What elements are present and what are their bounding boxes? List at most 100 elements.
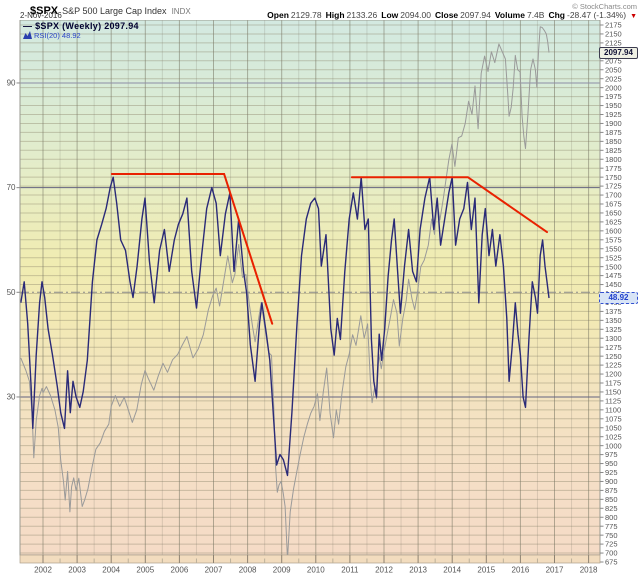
- svg-text:775: 775: [605, 522, 618, 531]
- svg-text:2025: 2025: [605, 74, 622, 83]
- low-value: 2094.00: [400, 10, 431, 20]
- svg-text:825: 825: [605, 504, 618, 513]
- svg-text:2018: 2018: [580, 566, 598, 575]
- svg-text:950: 950: [605, 459, 618, 468]
- svg-text:1625: 1625: [605, 218, 622, 227]
- legend-price-text: $SPX (Weekly) 2097.94: [35, 21, 139, 31]
- svg-text:70: 70: [7, 183, 16, 192]
- high-label: High: [325, 10, 345, 20]
- svg-text:2002: 2002: [34, 566, 52, 575]
- svg-text:1850: 1850: [605, 137, 622, 146]
- svg-text:1925: 1925: [605, 110, 622, 119]
- svg-text:2004: 2004: [102, 566, 120, 575]
- chg-down-arrow-icon: ▼: [630, 13, 637, 20]
- svg-text:1300: 1300: [605, 334, 622, 343]
- svg-text:2175: 2175: [605, 21, 622, 30]
- svg-text:2003: 2003: [68, 566, 86, 575]
- chg-label: Chg: [548, 10, 565, 20]
- plot-gradient-background: [20, 20, 600, 555]
- svg-text:1775: 1775: [605, 164, 622, 173]
- svg-text:1950: 1950: [605, 101, 622, 110]
- last-price-badge: 2097.94: [599, 46, 638, 59]
- svg-text:1500: 1500: [605, 262, 622, 271]
- svg-text:2008: 2008: [239, 566, 257, 575]
- svg-text:1150: 1150: [605, 388, 621, 397]
- rsi-indicator-icon: [23, 31, 32, 39]
- svg-text:1700: 1700: [605, 191, 622, 200]
- svg-text:2125: 2125: [605, 39, 622, 48]
- svg-text:30: 30: [7, 393, 16, 402]
- svg-text:2013: 2013: [409, 566, 427, 575]
- svg-text:975: 975: [605, 450, 618, 459]
- svg-text:1525: 1525: [605, 253, 622, 262]
- svg-text:1650: 1650: [605, 209, 622, 218]
- svg-text:750: 750: [605, 531, 618, 540]
- legend-price-series: — $SPX (Weekly) 2097.94: [23, 21, 139, 31]
- svg-text:850: 850: [605, 495, 618, 504]
- svg-text:700: 700: [605, 549, 618, 558]
- svg-text:2012: 2012: [375, 566, 393, 575]
- title-line: $SPX S&P 500 Large Cap Index INDX: [30, 1, 191, 19]
- svg-text:90: 90: [7, 79, 16, 88]
- svg-text:2006: 2006: [171, 566, 189, 575]
- svg-text:2011: 2011: [341, 566, 359, 575]
- svg-text:1475: 1475: [605, 271, 622, 280]
- svg-text:2150: 2150: [605, 30, 622, 39]
- svg-text:925: 925: [605, 468, 618, 477]
- svg-text:1350: 1350: [605, 316, 622, 325]
- legend-dash-icon: —: [23, 21, 33, 31]
- svg-text:2009: 2009: [273, 566, 291, 575]
- open-label: Open: [267, 10, 289, 20]
- ohlc-quote-line: Open 2129.78 High 2133.26 Low 2094.00 Close 209…: [267, 10, 637, 20]
- symbol-label: $SPX: [30, 5, 59, 17]
- exchange-label: INDX: [171, 7, 191, 16]
- svg-text:2050: 2050: [605, 65, 622, 74]
- svg-text:1050: 1050: [605, 423, 622, 432]
- svg-text:1550: 1550: [605, 244, 622, 253]
- svg-text:1225: 1225: [605, 361, 622, 370]
- svg-text:1725: 1725: [605, 182, 622, 191]
- svg-text:1825: 1825: [605, 146, 622, 155]
- chg-value: -28.47 (-1.34%): [567, 10, 627, 20]
- svg-text:1675: 1675: [605, 200, 622, 209]
- svg-text:2007: 2007: [205, 566, 223, 575]
- svg-text:1025: 1025: [605, 432, 622, 441]
- close-value: 2097.94: [460, 10, 491, 20]
- svg-text:50: 50: [7, 288, 16, 297]
- open-value: 2129.78: [290, 10, 322, 20]
- high-value: 2133.26: [346, 10, 378, 20]
- svg-text:1125: 1125: [605, 397, 621, 406]
- svg-text:2000: 2000: [605, 83, 622, 92]
- svg-text:1450: 1450: [605, 280, 622, 289]
- svg-text:2005: 2005: [136, 566, 154, 575]
- svg-text:2016: 2016: [512, 566, 530, 575]
- svg-text:900: 900: [605, 477, 618, 486]
- svg-text:1100: 1100: [605, 405, 621, 414]
- volume-label: Volume: [494, 10, 525, 20]
- legend-rsi-text: RSI(20) 48.92: [34, 31, 81, 40]
- svg-text:1800: 1800: [605, 155, 622, 164]
- svg-text:1325: 1325: [605, 325, 622, 334]
- svg-text:1075: 1075: [605, 414, 622, 423]
- chart-header: $SPX S&P 500 Large Cap Index INDX © StockC…: [0, 0, 640, 20]
- low-label: Low: [381, 10, 399, 20]
- svg-text:1175: 1175: [605, 379, 621, 388]
- svg-text:800: 800: [605, 513, 618, 522]
- svg-text:1250: 1250: [605, 352, 622, 361]
- svg-text:1875: 1875: [605, 128, 622, 137]
- svg-text:875: 875: [605, 486, 618, 495]
- svg-text:675: 675: [605, 558, 618, 567]
- index-name: S&P 500 Large Cap Index: [62, 6, 167, 16]
- svg-text:2075: 2075: [605, 56, 622, 65]
- svg-text:2015: 2015: [477, 566, 495, 575]
- svg-text:1000: 1000: [605, 441, 622, 450]
- close-label: Close: [435, 10, 459, 20]
- svg-text:1600: 1600: [605, 226, 622, 235]
- copyright-text: © StockCharts.com: [572, 2, 637, 11]
- last-rsi-badge: 48.92: [599, 291, 638, 304]
- svg-text:2017: 2017: [546, 566, 564, 575]
- volume-value: 7.4B: [526, 10, 545, 20]
- svg-text:1750: 1750: [605, 173, 622, 182]
